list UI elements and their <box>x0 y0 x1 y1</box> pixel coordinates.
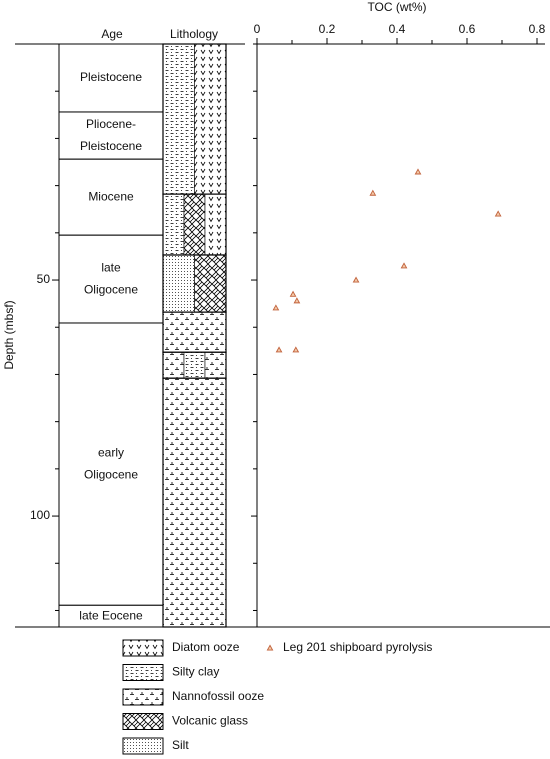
y-tick-label: 50 <box>37 272 51 286</box>
age-label: Pliocene- <box>86 117 136 131</box>
data-point <box>414 168 422 175</box>
data-point <box>275 346 283 353</box>
age-label: early <box>98 445 124 459</box>
data-point <box>352 276 360 283</box>
lithology-unit <box>162 311 227 353</box>
x-tick-label: 0.6 <box>459 22 476 36</box>
y-axis-label: Depth (mbsf) <box>2 300 16 369</box>
x-tick-label: 0.8 <box>529 22 546 36</box>
lithology-unit <box>183 193 206 256</box>
legend-swatch <box>122 688 164 706</box>
lithology-header: Lithology <box>170 27 218 41</box>
legend-swatch <box>122 664 164 681</box>
x-tick-label: 0 <box>254 22 261 36</box>
data-point <box>494 210 502 217</box>
data-point <box>369 189 377 196</box>
age-label: late <box>101 260 121 274</box>
legend-swatch <box>122 737 164 755</box>
age-label: Pleistocene <box>80 70 142 84</box>
lithology-unit <box>162 254 195 313</box>
data-point <box>292 346 300 353</box>
lithology-unit <box>162 193 185 256</box>
x-tick-label: 0.4 <box>389 22 406 36</box>
data-point <box>289 290 297 297</box>
legend-swatch <box>122 639 164 657</box>
lithology-unit <box>162 351 185 379</box>
data-point <box>293 297 301 304</box>
data-point <box>400 262 408 269</box>
legend-label: Silty clay <box>172 665 219 679</box>
lithology-unit <box>162 43 195 195</box>
legend-swatch <box>122 713 164 730</box>
lithology-unit <box>162 377 227 628</box>
age-label: Oligocene <box>84 282 138 296</box>
y-tick-label: 100 <box>30 508 50 522</box>
age-label: late Eocene <box>79 608 143 622</box>
lithology-unit <box>204 193 227 256</box>
age-interval <box>58 43 164 113</box>
lithology-unit <box>183 351 206 379</box>
lithology-unit <box>194 43 227 195</box>
age-interval <box>58 322 164 606</box>
x-tick-label: 0.2 <box>319 22 336 36</box>
age-interval <box>58 158 164 236</box>
age-header: Age <box>101 27 123 41</box>
lithology-unit <box>204 351 227 379</box>
data-point <box>272 304 280 311</box>
age-interval <box>58 111 164 160</box>
legend-label: Silt <box>172 738 189 752</box>
lithology-unit <box>194 254 227 313</box>
age-label: Pleistocene <box>80 139 142 153</box>
age-label: Miocene <box>88 189 134 203</box>
legend-label: Nannofossil ooze <box>172 689 264 703</box>
legend-label: Diatom ooze <box>172 640 240 654</box>
legend-label: Volcanic glass <box>172 714 248 728</box>
age-label: Oligocene <box>84 467 138 481</box>
age-interval <box>58 234 164 324</box>
legend-label: Leg 201 shipboard pyrolysis <box>283 640 432 654</box>
legend-marker <box>266 644 274 651</box>
chart-title: TOC (wt%) <box>367 0 426 14</box>
